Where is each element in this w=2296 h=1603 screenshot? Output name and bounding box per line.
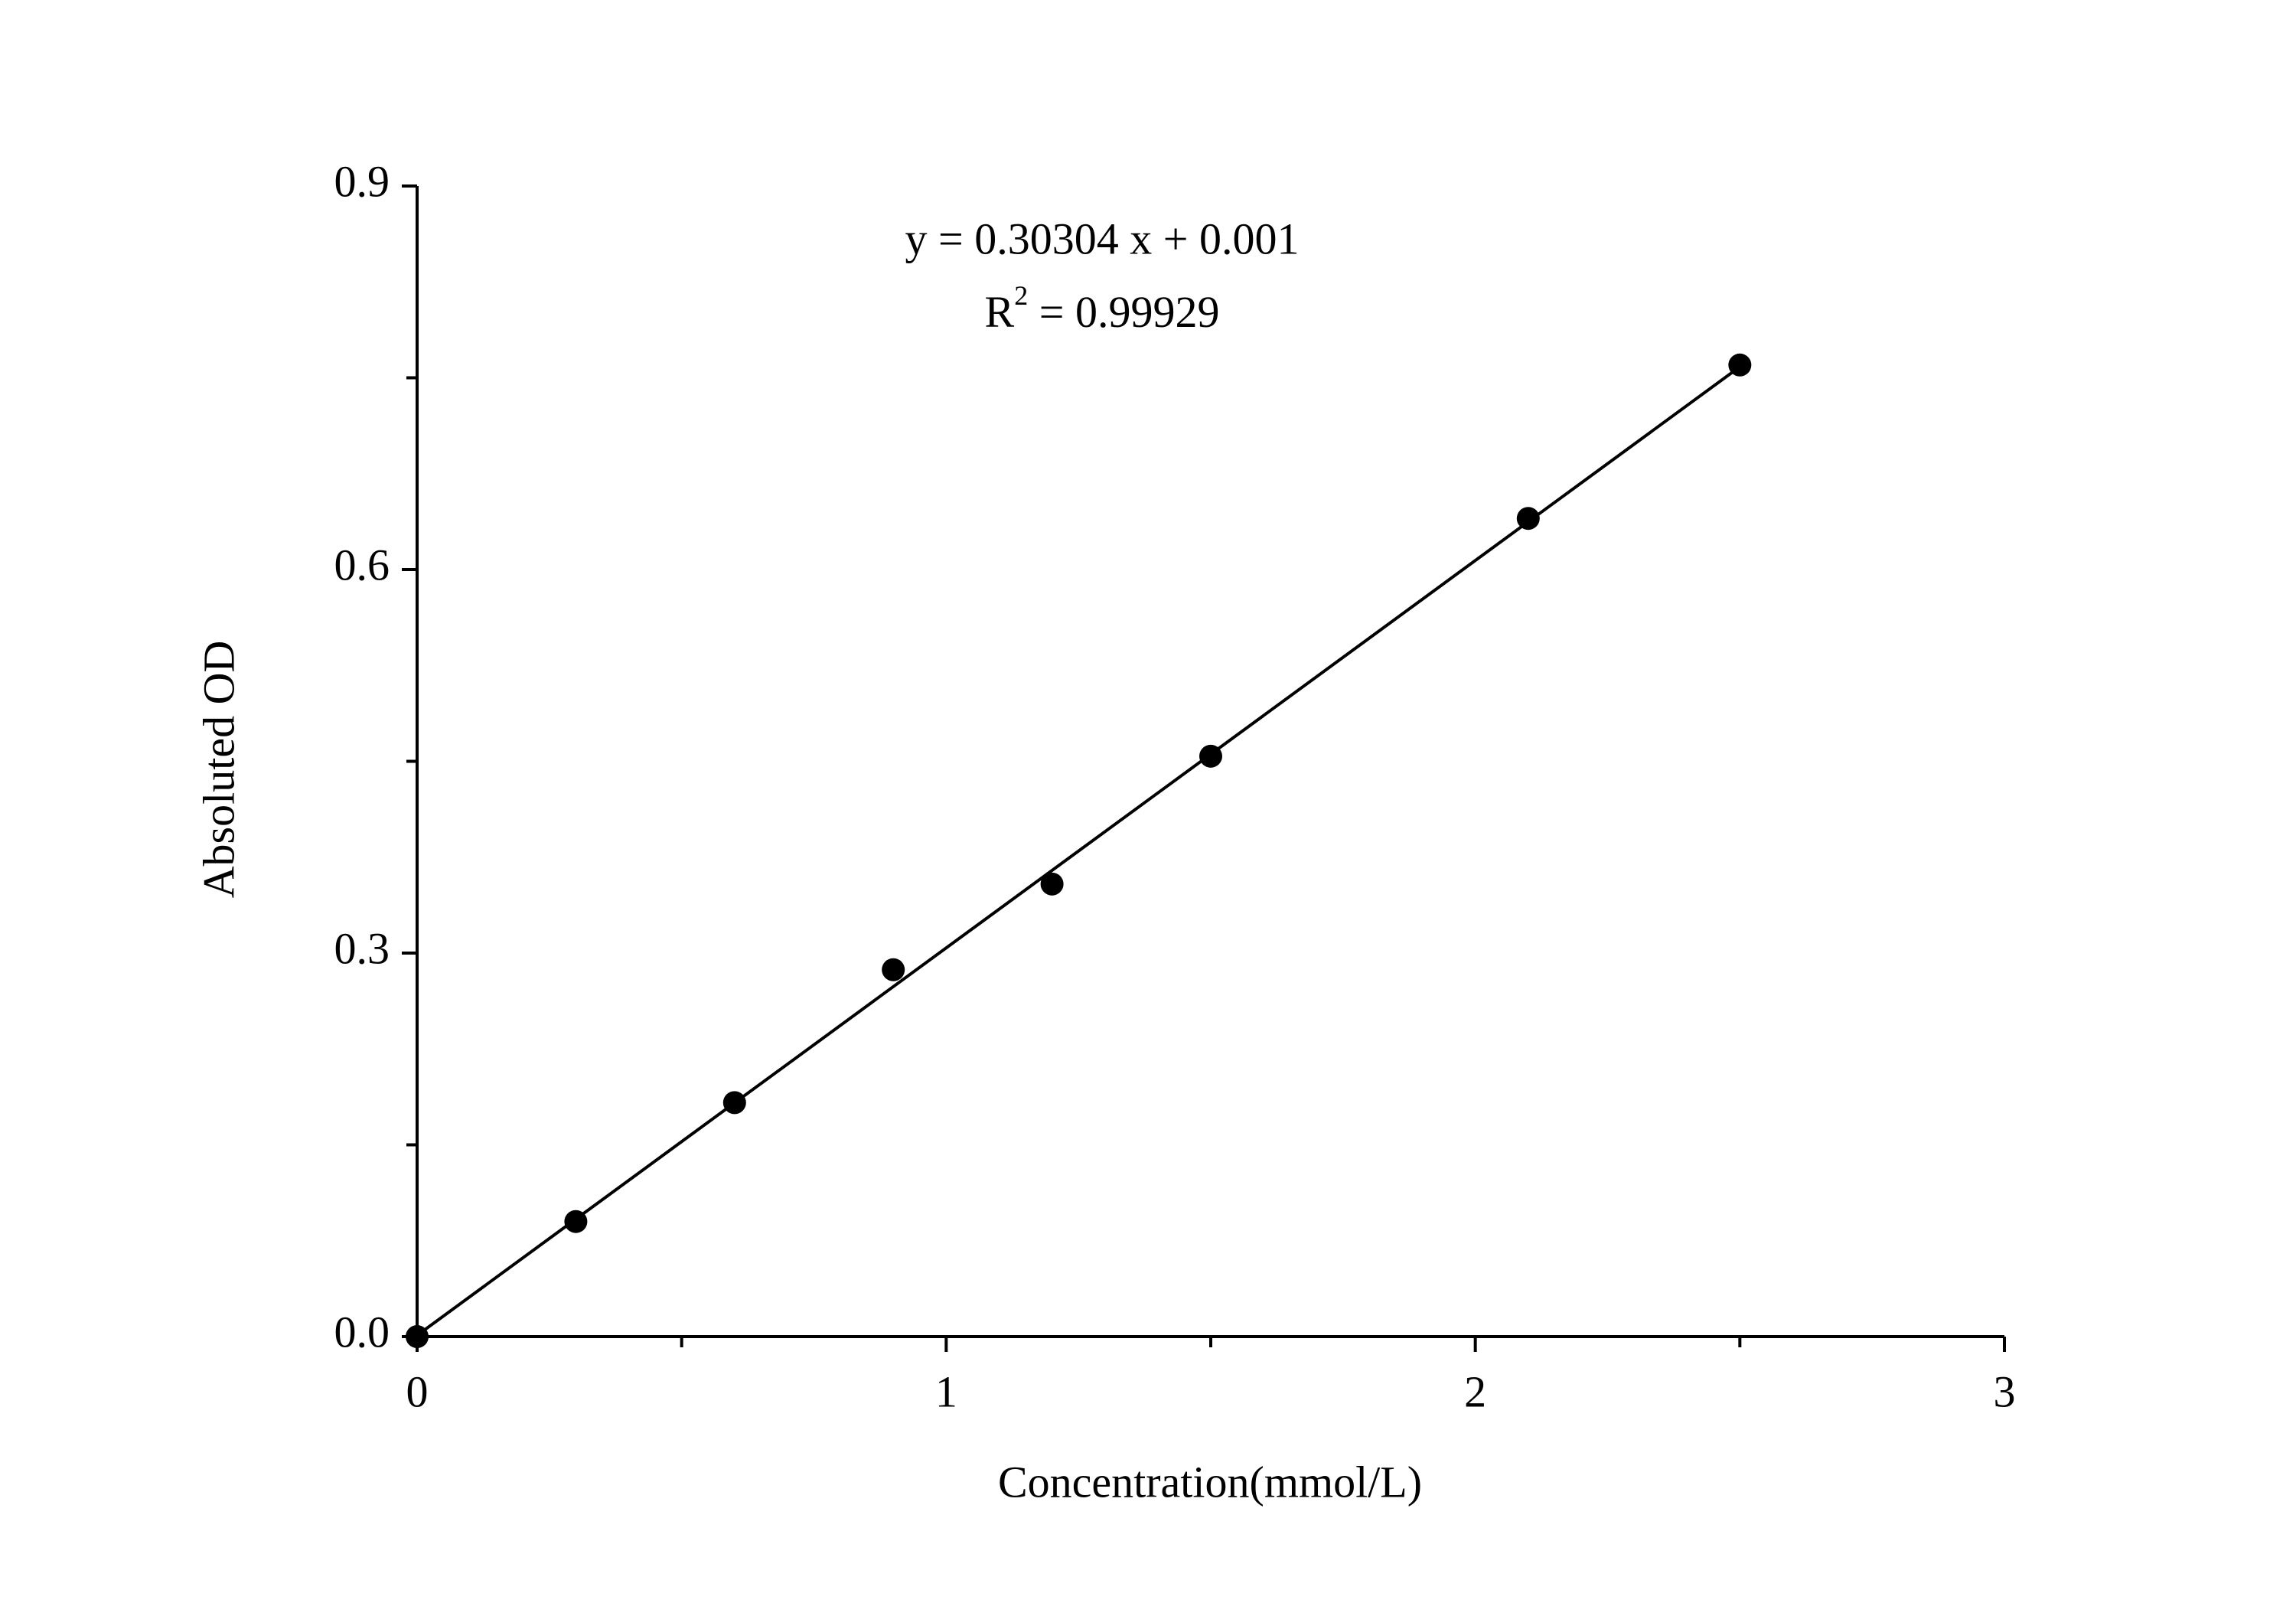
y-tick-label: 0.6 [334, 540, 390, 589]
r-exponent: 2 [1014, 280, 1028, 311]
data-point [1199, 744, 1222, 768]
y-tick-label: 0.3 [334, 923, 390, 973]
equation: y = 0.30304 x + 0.001 [905, 214, 1300, 263]
x-tick-label: 1 [935, 1366, 957, 1416]
y-axis-label: Absoluted OD [194, 641, 243, 899]
data-point [564, 1210, 588, 1233]
y-tick-label: 0.9 [334, 156, 390, 206]
data-point [1516, 507, 1540, 531]
x-tick-label: 3 [1994, 1366, 2016, 1416]
fit-line [416, 365, 1741, 1337]
r-symbol: R [985, 287, 1015, 337]
data-point [406, 1325, 429, 1348]
data-point [722, 1091, 746, 1115]
data-point [882, 958, 905, 981]
data-point [1728, 353, 1752, 377]
y-tick-label: 0.0 [334, 1307, 390, 1357]
data-point [1040, 872, 1064, 896]
x-tick-label: 0 [406, 1366, 429, 1416]
r-squared: R2 = 0.99929 [985, 280, 1220, 337]
x-axis-label: Concentration(mmol/L) [998, 1457, 1422, 1507]
r-value: = 0.99929 [1028, 287, 1219, 337]
x-tick-label: 2 [1464, 1366, 1486, 1416]
